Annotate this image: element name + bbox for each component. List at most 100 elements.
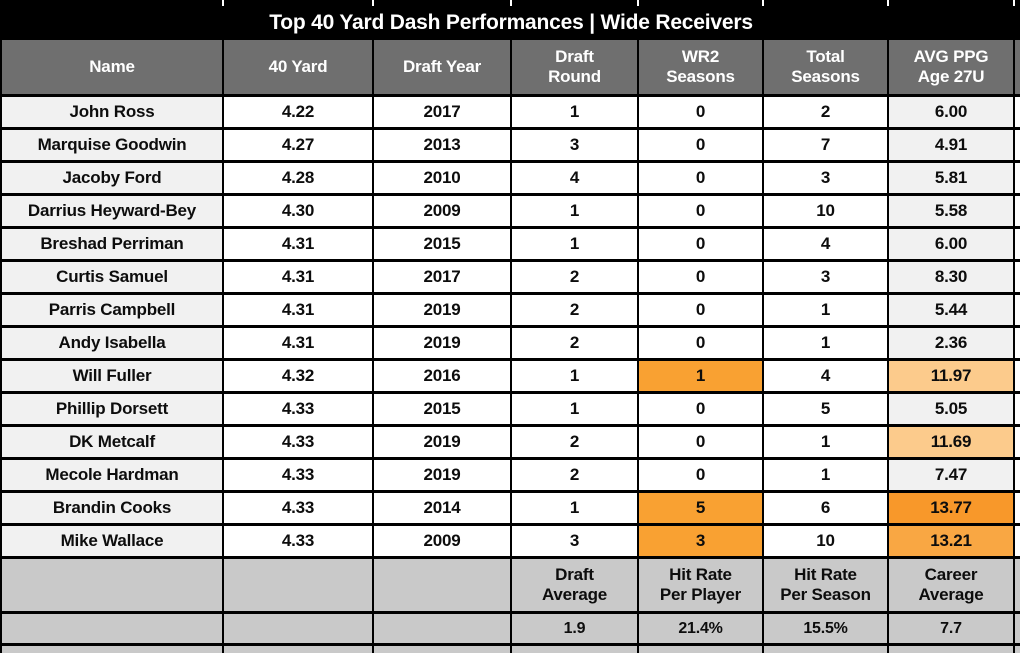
cell-draft-round: 3	[512, 130, 639, 160]
cell-wr2-seasons: 0	[639, 130, 764, 160]
cell-draft-round: 4	[512, 163, 639, 193]
grid-cell	[512, 0, 639, 6]
cell-40yard: 4.30	[224, 196, 374, 226]
cell-avg-ppg: 5.05	[889, 394, 1015, 424]
cell-draft-round: 1	[512, 394, 639, 424]
cell-avg-ppg: 13.21	[889, 526, 1015, 556]
footer-value-3: 7.7	[889, 614, 1015, 643]
cell-wr2-seasons: 0	[639, 196, 764, 226]
grid-cell	[1015, 0, 1020, 6]
cell-total-seasons: 1	[764, 328, 889, 358]
cell-draft-year: 2013	[374, 130, 512, 160]
cell-total-seasons: 5	[764, 394, 889, 424]
cell-draft-year: 2009	[374, 196, 512, 226]
cell-total-seasons: 1	[764, 295, 889, 325]
footer-label-hitrate-perplayer: Hit Rate Per Player	[639, 559, 764, 611]
table-row: Curtis Samuel 4.31 2017 2 0 3 8.30	[0, 262, 1020, 295]
cell-avg-ppg: 11.69	[889, 427, 1015, 457]
cell-wr2-seasons: 0	[639, 427, 764, 457]
cell-draft-year: 2009	[374, 526, 512, 556]
cell-total-seasons: 4	[764, 361, 889, 391]
cell-avg-ppg: 5.44	[889, 295, 1015, 325]
table-row: Andy Isabella 4.31 2019 2 0 1 2.36	[0, 328, 1020, 361]
grid-cell	[1015, 40, 1020, 94]
column-header-row: Name 40 Yard Draft Year Draft Round WR2 Season…	[0, 39, 1020, 97]
grid-cell	[512, 646, 639, 653]
table-title: Top 40 Yard Dash Performances | Wide Rec…	[269, 10, 753, 34]
grid-cell	[1015, 97, 1020, 127]
table-row: Brandin Cooks 4.33 2014 1 5 6 13.77	[0, 493, 1020, 526]
cell-draft-round: 2	[512, 460, 639, 490]
cell-draft-round: 2	[512, 295, 639, 325]
cell-name: Curtis Samuel	[2, 262, 224, 292]
grid-cell	[374, 0, 512, 6]
cell-40yard: 4.31	[224, 328, 374, 358]
table-row: DK Metcalf 4.33 2019 2 0 1 11.69	[0, 427, 1020, 460]
grid-cell	[1015, 229, 1020, 259]
footer-empty-cell	[224, 614, 374, 643]
cell-draft-year: 2019	[374, 460, 512, 490]
grid-cell	[1015, 361, 1020, 391]
cell-draft-round: 1	[512, 229, 639, 259]
cell-avg-ppg: 6.00	[889, 229, 1015, 259]
cell-total-seasons: 10	[764, 526, 889, 556]
cell-draft-round: 2	[512, 427, 639, 457]
footer-empty-cell	[2, 614, 224, 643]
cell-40yard: 4.31	[224, 295, 374, 325]
cell-draft-year: 2019	[374, 427, 512, 457]
footer-value-0: 1.9	[512, 614, 639, 643]
cell-wr2-seasons: 5	[639, 493, 764, 523]
cell-avg-ppg: 8.30	[889, 262, 1015, 292]
grid-cell	[1015, 394, 1020, 424]
column-header-total-seasons: Total Seasons	[764, 40, 889, 94]
cell-draft-round: 2	[512, 262, 639, 292]
cell-name: Mecole Hardman	[2, 460, 224, 490]
column-header-name: Name	[2, 40, 224, 94]
column-header-draft-round: Draft Round	[512, 40, 639, 94]
footer-label-hitrate-perseason: Hit Rate Per Season	[764, 559, 889, 611]
table-row: Will Fuller 4.32 2016 1 1 4 11.97	[0, 361, 1020, 394]
cell-draft-year: 2017	[374, 97, 512, 127]
cell-40yard: 4.33	[224, 460, 374, 490]
cell-name: Phillip Dorsett	[2, 394, 224, 424]
cell-total-seasons: 6	[764, 493, 889, 523]
grid-cell	[1015, 493, 1020, 523]
grid-cell	[1015, 262, 1020, 292]
cell-wr2-seasons: 0	[639, 262, 764, 292]
footer-empty-cell	[224, 559, 374, 611]
cell-40yard: 4.31	[224, 262, 374, 292]
cell-total-seasons: 3	[764, 163, 889, 193]
grid-cell	[2, 0, 224, 6]
grid-cell	[764, 0, 889, 6]
cell-40yard: 4.22	[224, 97, 374, 127]
grid-cell	[224, 646, 374, 653]
grid-cell	[1015, 196, 1020, 226]
footer-label-draft-average: Draft Average	[512, 559, 639, 611]
cell-wr2-seasons: 0	[639, 328, 764, 358]
cell-name: Jacoby Ford	[2, 163, 224, 193]
title-row: Top 40 Yard Dash Performances | Wide Rec…	[0, 6, 1020, 39]
cell-40yard: 4.33	[224, 526, 374, 556]
cell-draft-round: 1	[512, 361, 639, 391]
grid-cell	[1015, 460, 1020, 490]
cell-wr2-seasons: 0	[639, 229, 764, 259]
cell-wr2-seasons: 0	[639, 163, 764, 193]
cell-40yard: 4.28	[224, 163, 374, 193]
grid-cell	[764, 646, 889, 653]
table-row: John Ross 4.22 2017 1 0 2 6.00	[0, 97, 1020, 130]
grid-cell	[1015, 559, 1020, 611]
cell-name: Parris Campbell	[2, 295, 224, 325]
cell-avg-ppg: 5.58	[889, 196, 1015, 226]
grid-cell	[639, 646, 764, 653]
grid-cell	[889, 646, 1015, 653]
column-header-avgppg-age27u: AVG PPG Age 27U	[889, 40, 1015, 94]
cell-draft-year: 2010	[374, 163, 512, 193]
footer-value-1: 21.4%	[639, 614, 764, 643]
table-body: John Ross 4.22 2017 1 0 2 6.00 Marquise Goodwin…	[0, 97, 1020, 559]
column-header-wr2-seasons: WR2 Seasons	[639, 40, 764, 94]
cell-wr2-seasons: 1	[639, 361, 764, 391]
cell-draft-round: 3	[512, 526, 639, 556]
cell-draft-year: 2019	[374, 295, 512, 325]
cell-wr2-seasons: 0	[639, 394, 764, 424]
table-row: Jacoby Ford 4.28 2010 4 0 3 5.81	[0, 163, 1020, 196]
